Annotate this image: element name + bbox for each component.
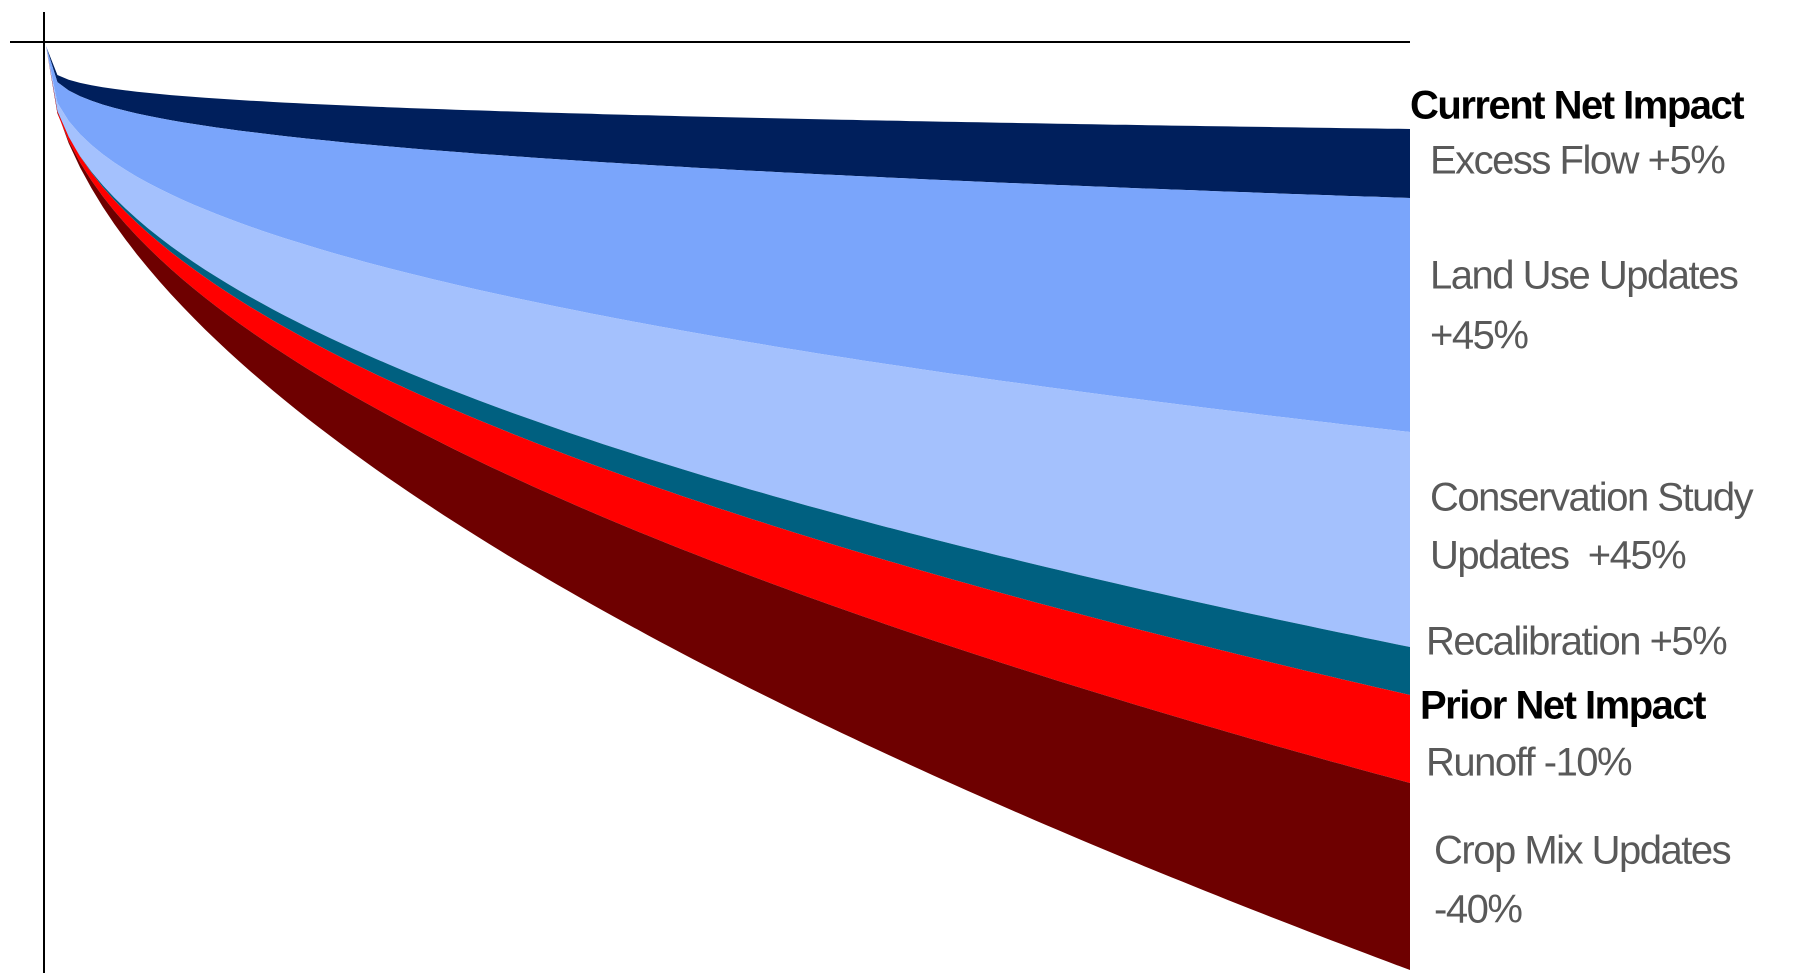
band-label: Conservation Study <box>1430 476 1754 520</box>
band <box>46 46 1410 695</box>
band <box>46 46 1410 783</box>
band-label: Excess Flow +5% <box>1430 139 1725 183</box>
band <box>46 46 1410 198</box>
bands <box>46 46 1410 970</box>
prior-net-impact: Prior Net Impact <box>1420 684 1706 728</box>
band <box>46 46 1410 970</box>
band-label: Recalibration +5% <box>1426 620 1727 664</box>
band <box>46 46 1410 432</box>
band-label: Crop Mix Updates <box>1434 829 1731 873</box>
band <box>46 46 1410 647</box>
band-label: Runoff -10% <box>1426 741 1632 785</box>
band-label: Updates +45% <box>1430 534 1686 578</box>
band-label: +45% <box>1430 314 1528 358</box>
band-label: -40% <box>1434 888 1522 932</box>
current-net-impact: Current Net Impact <box>1410 84 1744 128</box>
band-label: Land Use Updates <box>1430 254 1738 298</box>
